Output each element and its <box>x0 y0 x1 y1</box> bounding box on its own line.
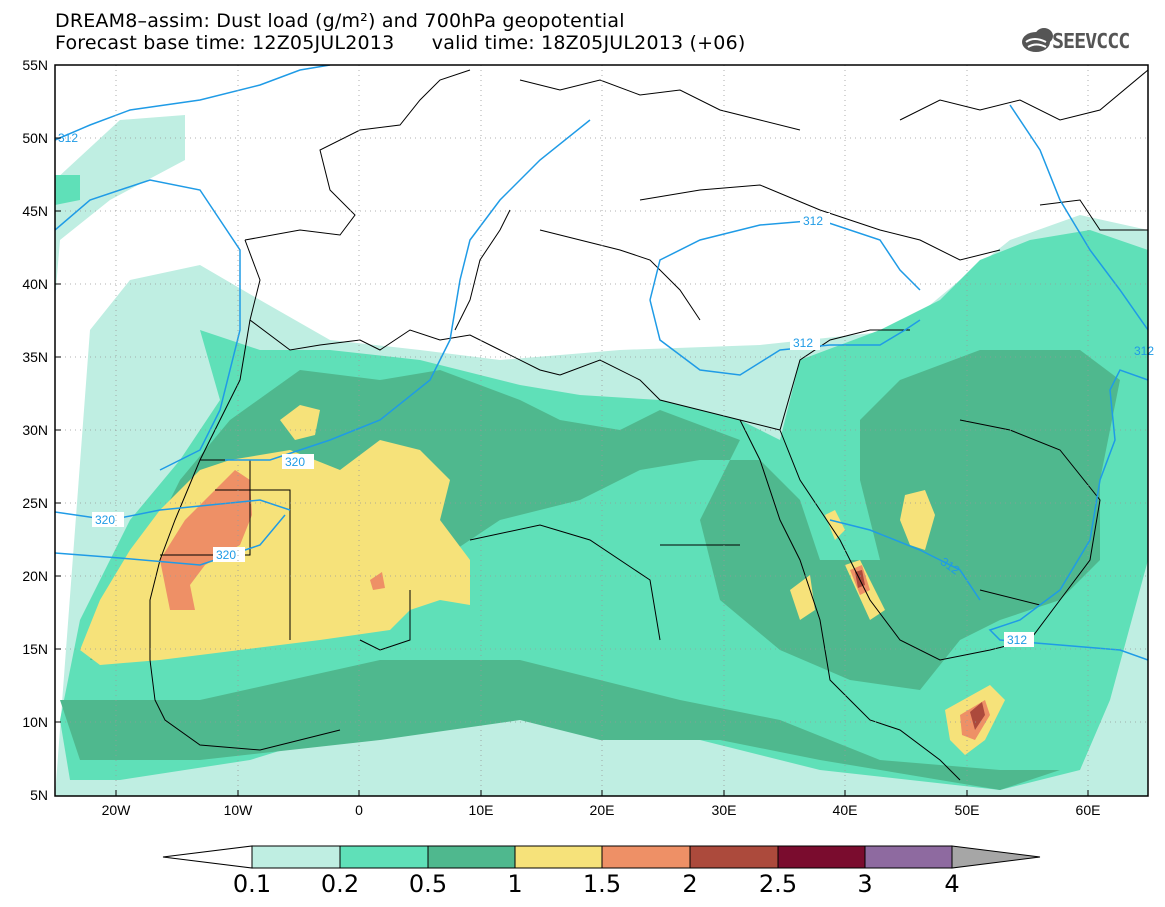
lat-label: 45N <box>22 203 48 219</box>
lon-label: 0 <box>355 802 363 818</box>
contour-label: 312 <box>803 214 823 228</box>
lon-label: 30E <box>712 802 737 818</box>
colorbar-segment <box>601 845 691 869</box>
colorbar <box>162 845 1041 869</box>
colorbar-label: 3 <box>857 870 873 898</box>
lat-label: 55N <box>22 57 48 73</box>
colorbar-label: 1.5 <box>582 870 622 898</box>
colorbar-segment <box>251 845 341 869</box>
contour-label: 320 <box>95 513 115 527</box>
lat-label: 10N <box>22 714 48 730</box>
chart-title: DREAM8–assim: Dust load (g/m²) and 700hP… <box>55 10 625 32</box>
lat-label: 25N <box>22 495 48 511</box>
lon-label: 20W <box>102 802 132 818</box>
geopotential-contours <box>55 65 1148 661</box>
lat-label: 20N <box>22 568 48 584</box>
lon-label: 10E <box>469 802 494 818</box>
lon-label: 20E <box>590 802 615 818</box>
colorbar-segment <box>689 845 779 869</box>
dust-area-1 <box>80 405 1005 755</box>
lon-label: 60E <box>1076 802 1101 818</box>
contour-label: 312 <box>1134 344 1154 358</box>
colorbar-min-arrow <box>162 845 253 869</box>
lat-label: 15N <box>22 641 48 657</box>
logo-text: SEEVCCC <box>1052 29 1130 53</box>
longitude-labels: 20W 10W 0 10E 20E 30E 40E 50E 60E <box>102 802 1101 818</box>
colorbar-max-arrow <box>951 845 1041 869</box>
lat-label: 50N <box>22 130 48 146</box>
colorbar-label: 0.1 <box>232 870 272 898</box>
contour-label: 312 <box>793 336 813 350</box>
contour-label: 312 <box>58 131 78 145</box>
colorbar-label: 4 <box>944 870 960 898</box>
colorbar-label: 2 <box>682 870 698 898</box>
colorbar-segment <box>864 845 953 869</box>
dust-fields <box>55 115 1148 796</box>
contour-label: 320 <box>216 548 236 562</box>
latitude-labels: 55N 50N 45N 40N 35N 30N 25N 20N 15N 10N … <box>22 57 48 803</box>
colorbar-label: 0.2 <box>320 870 360 898</box>
lat-lon-grid <box>55 65 1148 796</box>
lon-label: 40E <box>833 802 858 818</box>
colorbar-segment <box>339 845 429 869</box>
lon-label: 10W <box>224 802 254 818</box>
colorbar-segment <box>514 845 603 869</box>
contour-label: 312 <box>1007 633 1027 647</box>
colorbar-label: 0.5 <box>408 870 448 898</box>
colorbar-segment <box>777 845 866 869</box>
colorbar-segment <box>427 845 516 869</box>
cloud-icon <box>1022 28 1053 52</box>
dust-area-1.5 <box>160 470 990 740</box>
axis-ticks <box>55 64 1089 796</box>
lat-label: 30N <box>22 422 48 438</box>
country-borders <box>149 69 1148 781</box>
lon-label: 50E <box>955 802 980 818</box>
colorbar-label: 1 <box>507 870 523 898</box>
lat-label: 40N <box>22 276 48 292</box>
dust-area-2 <box>855 570 985 730</box>
forecast-time-line: Forecast base time: 12Z05JUL2013 valid t… <box>55 32 746 54</box>
dust-area-0.5 <box>60 350 1120 790</box>
lat-label: 5N <box>30 787 48 803</box>
contour-label: 320 <box>285 455 305 469</box>
colorbar-label: 2.5 <box>758 870 798 898</box>
lat-label: 35N <box>22 349 48 365</box>
